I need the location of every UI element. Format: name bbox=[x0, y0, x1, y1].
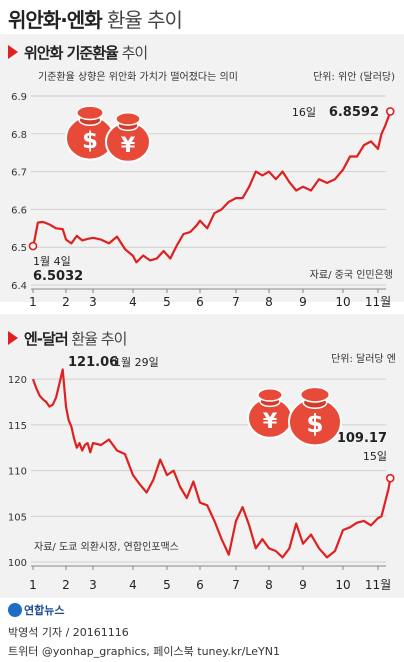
y-tick-label: 6.7 bbox=[11, 168, 27, 179]
triangle-marker-icon bbox=[8, 45, 18, 59]
y-tick-label: 6.9 bbox=[11, 92, 27, 103]
x-tick-label: 8 bbox=[265, 295, 273, 309]
y-tick-label: 100 bbox=[8, 558, 27, 569]
source-label: 자료/ 도쿄 외환시장, 연합인포맥스 bbox=[34, 541, 179, 553]
x-tick-label: 1 bbox=[29, 295, 37, 309]
social-credit: 트위터 @yonhap_graphics, 페이스북 tuney.kr/LeYN… bbox=[8, 645, 280, 658]
x-tick-label: 3 bbox=[89, 295, 97, 309]
end-point-marker bbox=[385, 107, 395, 116]
x-tick-label: 9 bbox=[299, 578, 307, 592]
x-tick-label: 4 bbox=[129, 295, 137, 309]
triangle-marker-icon bbox=[8, 331, 18, 345]
x-tick-label: 9 bbox=[299, 295, 307, 309]
x-tick-label: 2 bbox=[62, 578, 70, 592]
y-tick-label: 6.8 bbox=[11, 130, 27, 141]
dollar-bag-icon-top bbox=[76, 105, 104, 121]
yuan-chart-title: 위안화 기준환율 추이 bbox=[8, 42, 148, 63]
x-tick-label: 10 bbox=[335, 578, 350, 592]
source-label: 자료/ 중국 인민은행 bbox=[310, 269, 393, 281]
end-value-label: 109.17 bbox=[337, 431, 387, 446]
yuan-bag-icon-symbol: ¥ bbox=[121, 133, 136, 157]
x-tick-label: 7 bbox=[232, 295, 240, 309]
y-tick-label: 110 bbox=[8, 467, 27, 478]
x-tick-label: 3 bbox=[89, 578, 97, 592]
yen-chart-title: 엔-달러 환율 추이 bbox=[8, 328, 127, 349]
yuan-bag-icon-top bbox=[115, 111, 141, 126]
yonhap-logo-icon bbox=[8, 603, 22, 617]
dollar-bag-2-icon-symbol: $ bbox=[306, 409, 323, 438]
x-tick-label: 7 bbox=[232, 578, 240, 592]
y-tick-label: 6.5 bbox=[11, 243, 27, 254]
y-tick-label: 105 bbox=[8, 512, 27, 523]
yen-bag-icon-symbol: ¥ bbox=[263, 409, 278, 433]
page-title: 위안화·엔화 환율 추이 bbox=[8, 8, 183, 32]
x-tick-label: 11월 bbox=[365, 578, 391, 592]
reporter-credit: 박영석 기자 / 20161116 bbox=[8, 626, 129, 639]
series-line bbox=[31, 111, 392, 264]
peak-date-label: 1월 29일 bbox=[114, 355, 159, 369]
panel-yuan bbox=[0, 34, 404, 302]
panel-yen bbox=[0, 314, 404, 598]
x-tick-label: 5 bbox=[163, 578, 171, 592]
x-tick-label: 8 bbox=[265, 578, 273, 592]
unit-label: 단위: 위안 (달러당) bbox=[313, 70, 395, 83]
unit-label: 단위: 달러당 엔 bbox=[331, 352, 396, 365]
y-tick-label: 6.6 bbox=[11, 205, 27, 216]
start-date-label: 1월 4일 bbox=[33, 254, 71, 268]
x-tick-label: 6 bbox=[196, 295, 204, 309]
y-tick-label: 6.4 bbox=[11, 281, 27, 292]
y-tick-label: 115 bbox=[8, 421, 27, 432]
series-line bbox=[31, 368, 392, 559]
dollar-bag-icon-symbol: $ bbox=[82, 128, 98, 154]
start-point-marker bbox=[28, 241, 38, 251]
x-tick-label: 11월 bbox=[365, 295, 391, 309]
x-tick-label: 6 bbox=[196, 578, 204, 592]
x-tick-label: 1 bbox=[29, 578, 37, 592]
x-tick-label: 5 bbox=[163, 295, 171, 309]
end-date-label: 15일 bbox=[363, 449, 387, 463]
end-point-marker bbox=[385, 473, 395, 483]
yen-bag-icon-top bbox=[257, 387, 283, 402]
end-date-label: 16일 bbox=[292, 105, 316, 119]
x-tick-label: 2 bbox=[62, 295, 70, 309]
peak-value-label: 121.06 bbox=[68, 355, 118, 370]
y-tick-label: 120 bbox=[8, 375, 27, 386]
dollar-bag-2-icon-top bbox=[299, 386, 331, 403]
x-tick-label: 10 bbox=[335, 295, 350, 309]
x-tick-label: 4 bbox=[129, 578, 137, 592]
yonhap-logo: 연합뉴스 bbox=[8, 602, 64, 618]
end-value-label: 6.8592 bbox=[329, 105, 379, 120]
chart-subtitle: 기준환율 상향은 위안화 가치가 떨어졌다는 의미 bbox=[38, 70, 238, 83]
start-value-label: 6.5032 bbox=[33, 269, 83, 284]
